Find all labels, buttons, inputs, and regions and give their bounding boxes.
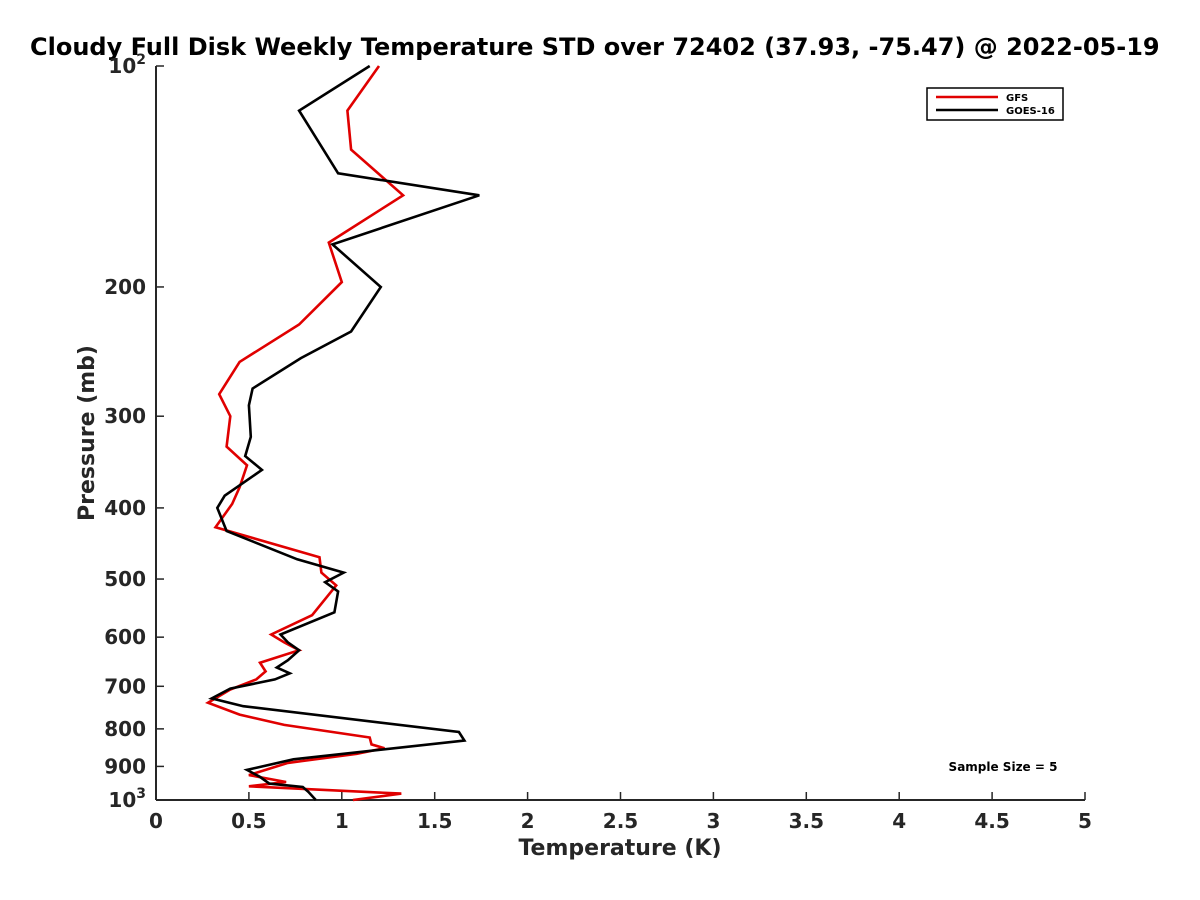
y-tick-label: 400 [104,496,146,520]
y-tick-label: 103 [108,786,146,812]
x-tick-label: 1.5 [417,809,452,833]
x-axis-label: Temperature (K) [518,836,721,861]
legend: GFS GOES-16 [926,87,1064,121]
series-line-gfs [205,65,406,802]
sample-size-annotation: Sample Size = 5 [949,760,1058,774]
legend-label-goes-16: GOES-16 [1006,106,1055,117]
y-tick-label: 300 [104,404,146,428]
legend-box [926,87,1064,121]
x-tick-label: 1 [335,809,349,833]
y-tick-label: 200 [104,275,146,299]
y-tick-label: 900 [104,754,146,778]
x-tick-label: 5 [1078,809,1092,833]
y-tick-label: 600 [104,625,146,649]
x-tick-label: 3 [706,809,720,833]
x-tick-label: 0.5 [231,809,266,833]
y-tick-label: 102 [108,52,146,78]
x-tick-label: 4.5 [974,809,1009,833]
legend-label-gfs: GFS [1006,93,1028,104]
x-tick-label: 3.5 [789,809,824,833]
y-axis-label: Pressure (mb) [75,345,100,521]
y-tick-label: 800 [104,717,146,741]
y-tick-label: 700 [104,674,146,698]
x-tick-label: 4 [892,809,906,833]
y-tick-label: 500 [104,567,146,591]
series-line-goes-16 [208,64,480,801]
x-tick-label: 2 [521,809,535,833]
chart-title: Cloudy Full Disk Weekly Temperature STD … [30,33,1160,61]
x-tick-label: 2.5 [603,809,638,833]
x-tick-label: 0 [149,809,163,833]
